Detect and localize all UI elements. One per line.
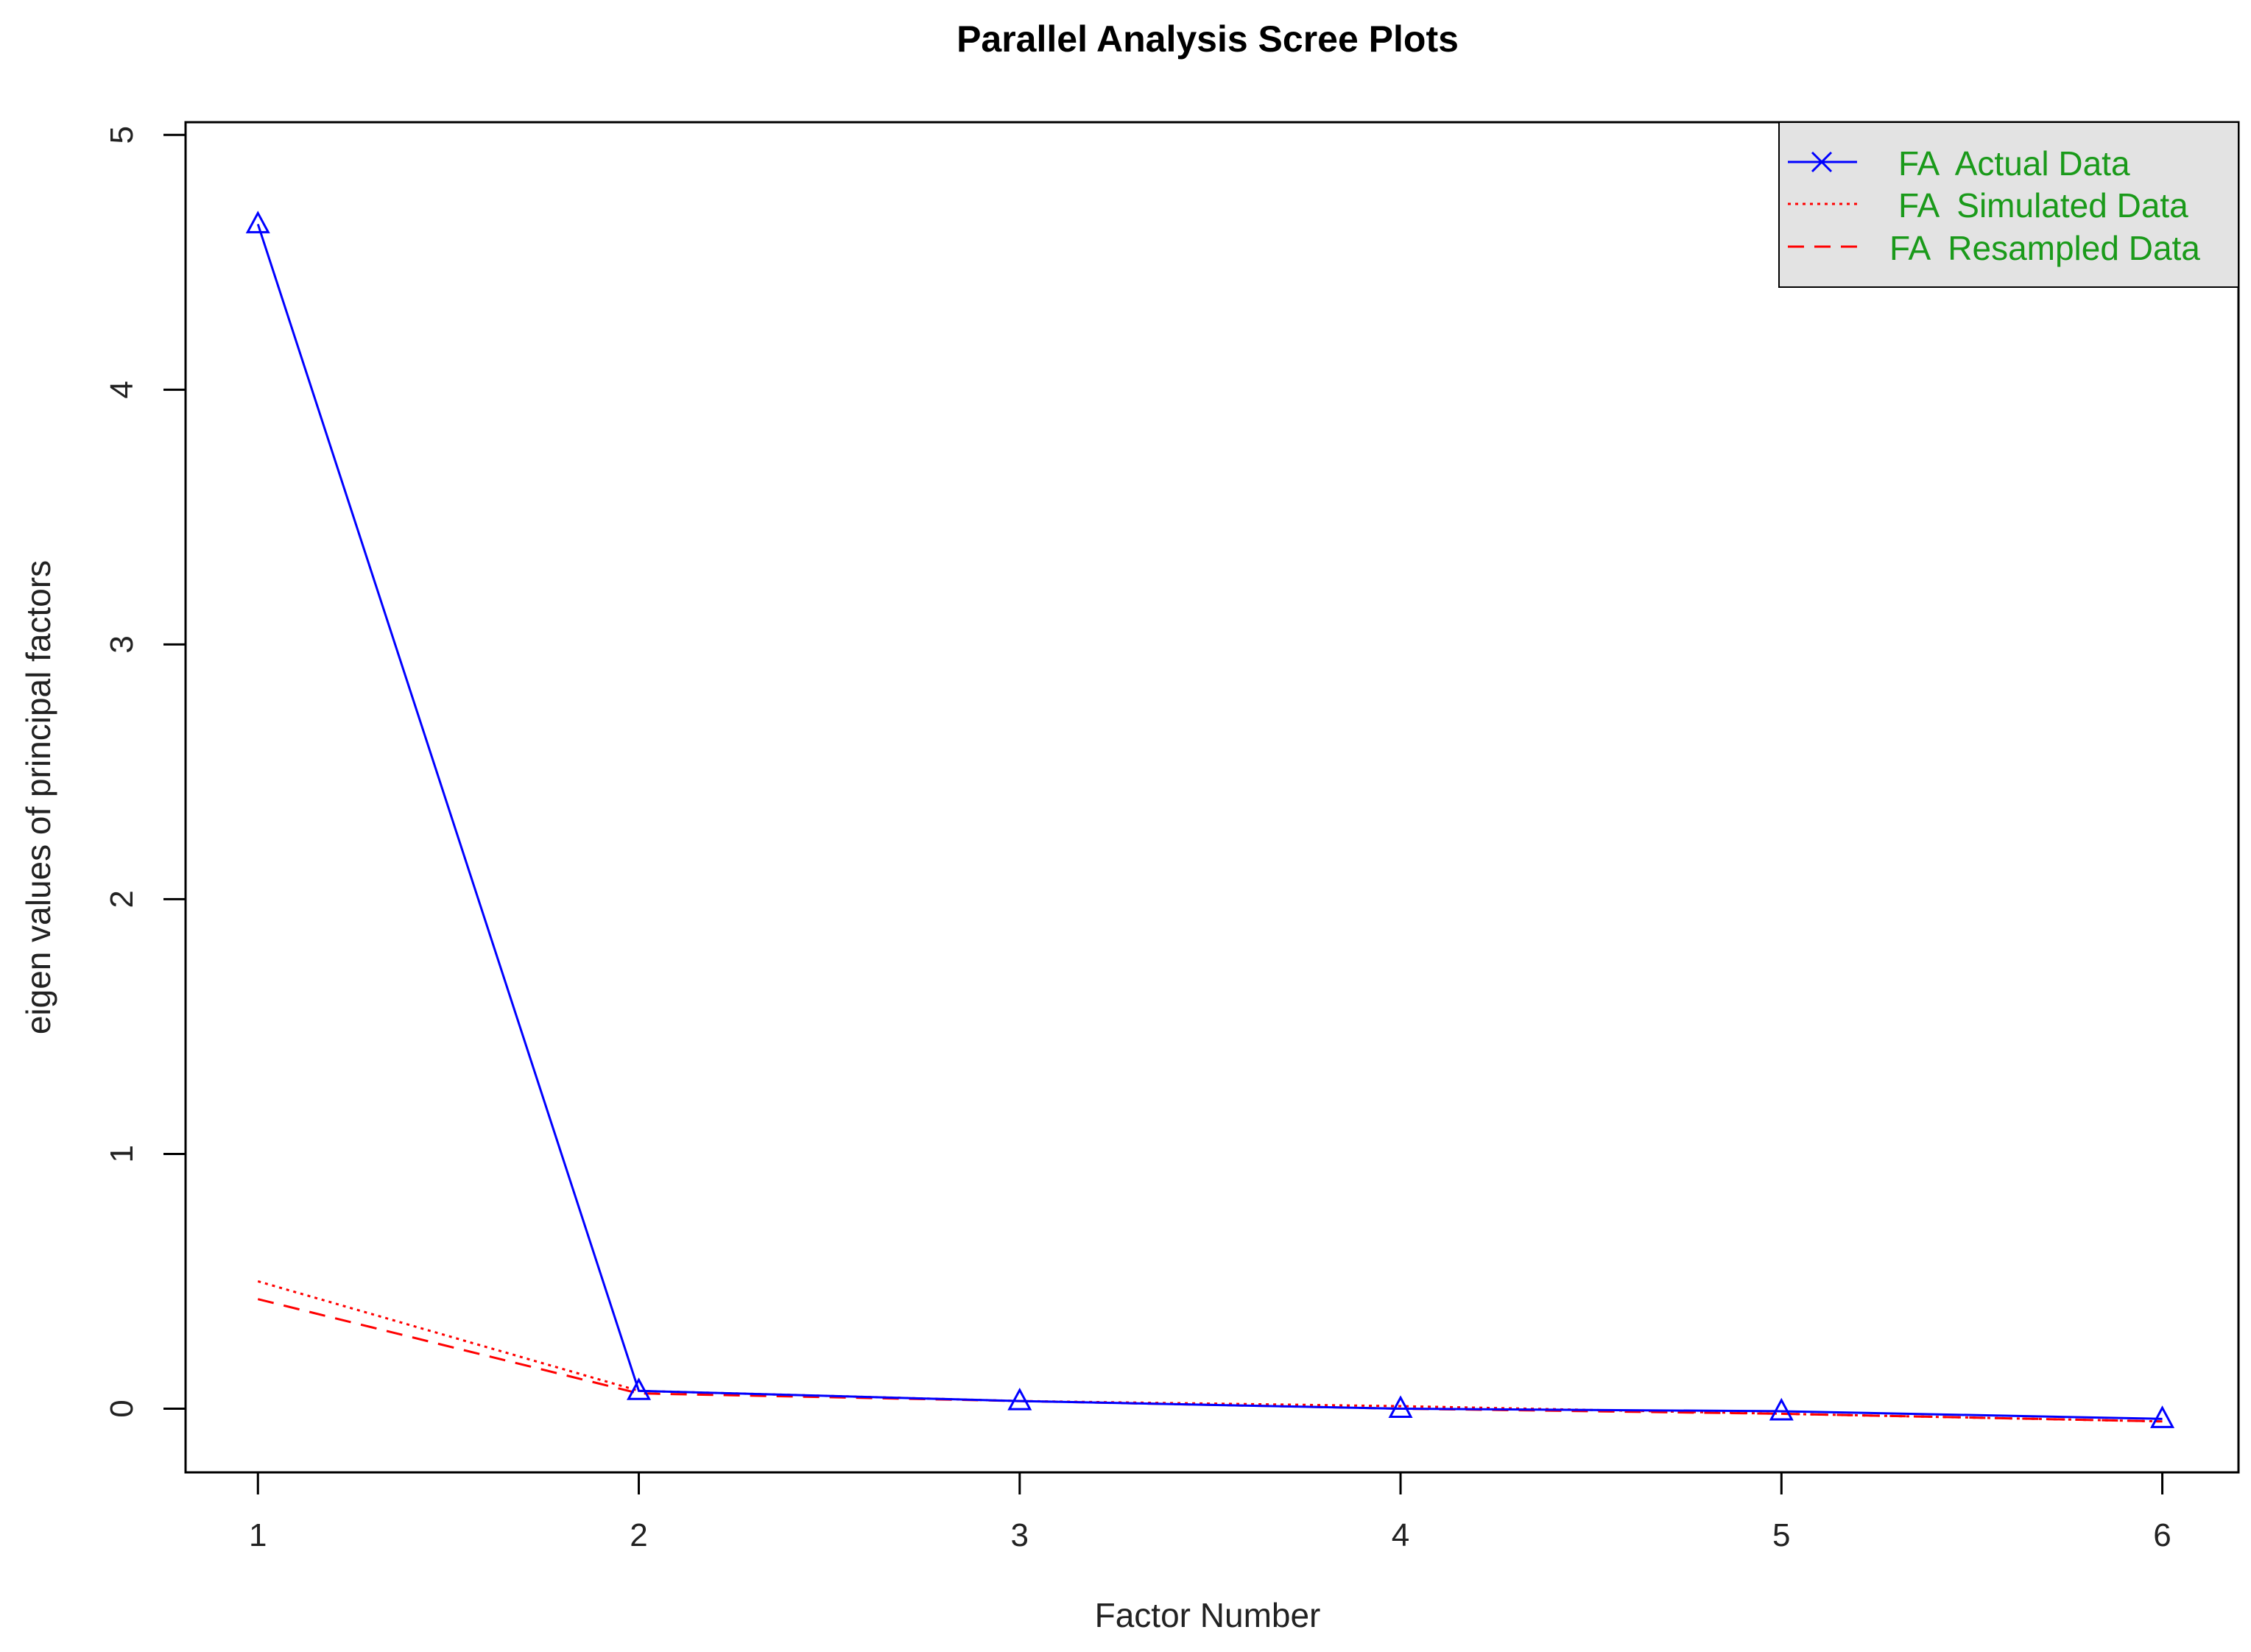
x-tick-label: 2: [630, 1517, 647, 1553]
y-tick-label: 1: [104, 1145, 140, 1162]
x-axis: 1 2 3 4 5 6: [249, 1471, 2171, 1553]
x-tick-label: 3: [1011, 1517, 1029, 1553]
legend-label-simulated: FA Simulated Data: [1898, 186, 2188, 225]
x-axis-label: Factor Number: [1095, 1596, 1321, 1634]
chart-title: Parallel Analysis Scree Plots: [957, 18, 1459, 60]
y-tick-label: 4: [104, 381, 140, 398]
y-axis-label: eigen values of principal factors: [19, 560, 57, 1034]
y-tick-label: 0: [104, 1399, 140, 1417]
legend-entry-resampled: FA Resampled Data: [1788, 229, 2200, 267]
legend-entry-actual: FA Actual Data: [1788, 144, 2130, 183]
legend-x-marker-icon: [1811, 151, 1833, 173]
data-point-actual-3: [1007, 1387, 1032, 1411]
x-tick-label: 5: [1772, 1517, 1790, 1553]
x-tick-label: 1: [249, 1517, 267, 1553]
legend-label-resampled: FA Resampled Data: [1889, 229, 2200, 267]
data-point-actual-2: [627, 1377, 652, 1400]
y-tick-label: 3: [104, 635, 140, 653]
y-tick-label: 5: [104, 126, 140, 144]
x-tick-label: 6: [2153, 1517, 2171, 1553]
series-layer: [245, 211, 2175, 1428]
legend-label-actual: FA Actual Data: [1898, 144, 2130, 183]
data-point-actual-6: [2150, 1405, 2175, 1428]
y-axis: 0 1 2 3 4 5: [104, 126, 187, 1418]
legend-entry-simulated: FA Simulated Data: [1788, 186, 2188, 225]
data-point-actual-5: [1769, 1397, 1794, 1421]
legend: FA Actual Data FA Simulated Data FA Resa…: [1778, 121, 2239, 288]
x-tick-label: 4: [1392, 1517, 1409, 1553]
data-point-actual-4: [1388, 1395, 1413, 1418]
y-tick-label: 2: [104, 890, 140, 908]
series-line-1: [256, 223, 2163, 1420]
data-point-actual-1: [245, 211, 270, 233]
